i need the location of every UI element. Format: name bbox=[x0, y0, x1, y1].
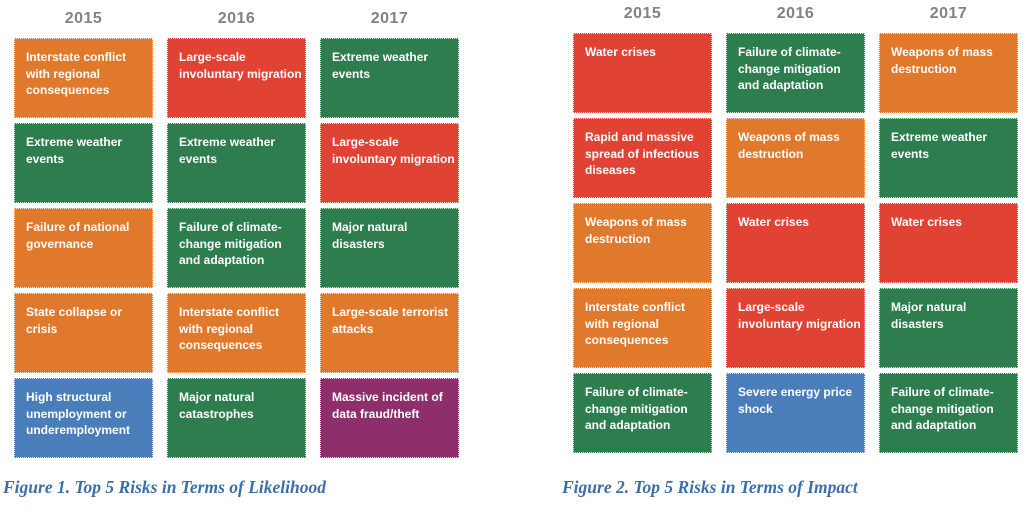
figure-likelihood-grid: 2015 Interstate conflict with regional co… bbox=[14, 5, 459, 463]
risk-tile: Weapons of mass destruction bbox=[879, 33, 1018, 113]
year-header-label: 2016 bbox=[217, 10, 256, 27]
risk-tile: Failure of national governance bbox=[14, 208, 153, 288]
year-header-label: 2017 bbox=[370, 10, 409, 27]
risk-tile: Extreme weather events bbox=[167, 123, 306, 203]
risk-tile: Large-scale involuntary migration bbox=[726, 288, 865, 368]
risk-tile: Failure of climate-change mitigation and… bbox=[879, 373, 1018, 453]
risk-tile: High structural unemployment or underemp… bbox=[14, 378, 153, 458]
risk-tile: Interstate conflict with regional conseq… bbox=[573, 288, 712, 368]
year-header-label: 2015 bbox=[623, 5, 662, 22]
year-column-2016: 2016 Large-scale involuntary migration Ext… bbox=[167, 5, 306, 463]
risk-tile: Major natural catastrophes bbox=[167, 378, 306, 458]
risk-tile: Severe energy price shock bbox=[726, 373, 865, 453]
figure-impact: 2015 Water crises Rapid and massive spread… bbox=[573, 0, 1018, 458]
year-column-2017: 2017 Weapons of mass destruction Extreme w… bbox=[879, 0, 1018, 458]
figure-impact-caption: Figure 2. Top 5 Risks in Terms of Impact bbox=[562, 477, 858, 497]
figure-impact-grid: 2015 Water crises Rapid and massive spread… bbox=[573, 0, 1018, 458]
risk-tile: Large-scale terrorist attacks bbox=[320, 293, 459, 373]
risk-tile: Water crises bbox=[879, 203, 1018, 283]
risk-tile: Failure of climate-change mitigation and… bbox=[167, 208, 306, 288]
figure-likelihood-caption: Figure 1. Top 5 Risks in Terms of Likeli… bbox=[3, 477, 326, 497]
risk-tile: Extreme weather events bbox=[879, 118, 1018, 198]
year-column-2016: 2016 Failure of climate-change mitigation… bbox=[726, 0, 865, 458]
risk-tile: Water crises bbox=[726, 203, 865, 283]
risk-tile: Interstate conflict with regional conseq… bbox=[14, 38, 153, 118]
year-header-label: 2017 bbox=[929, 5, 968, 22]
risk-tile: Extreme weather events bbox=[14, 123, 153, 203]
year-header-label: 2015 bbox=[64, 10, 103, 27]
risk-tile: State collapse or crisis bbox=[14, 293, 153, 373]
risk-tile: Failure of climate-change mitigation and… bbox=[726, 33, 865, 113]
risk-tile: Large-scale involuntary migration bbox=[320, 123, 459, 203]
risk-tile: Weapons of mass destruction bbox=[726, 118, 865, 198]
risk-tile: Water crises bbox=[573, 33, 712, 113]
figure-likelihood: 2015 Interstate conflict with regional co… bbox=[14, 5, 459, 463]
risk-tile: Interstate conflict with regional conseq… bbox=[167, 293, 306, 373]
year-column-2015: 2015 Water crises Rapid and massive spread… bbox=[573, 0, 712, 458]
risk-tile: Major natural disasters bbox=[879, 288, 1018, 368]
year-header-label: 2016 bbox=[776, 5, 815, 22]
risk-tile: Major natural disasters bbox=[320, 208, 459, 288]
risk-tile: Extreme weather events bbox=[320, 38, 459, 118]
risk-tile: Rapid and massive spread of infectious d… bbox=[573, 118, 712, 198]
risk-tile: Weapons of mass destruction bbox=[573, 203, 712, 283]
year-column-2017: 2017 Extreme weather events Large-scale in… bbox=[320, 5, 459, 463]
risk-tile: Failure of climate-change mitigation and… bbox=[573, 373, 712, 453]
risk-tile: Large-scale involuntary migration bbox=[167, 38, 306, 118]
risk-tile: Massive incident of data fraud/theft bbox=[320, 378, 459, 458]
year-column-2015: 2015 Interstate conflict with regional co… bbox=[14, 5, 153, 463]
